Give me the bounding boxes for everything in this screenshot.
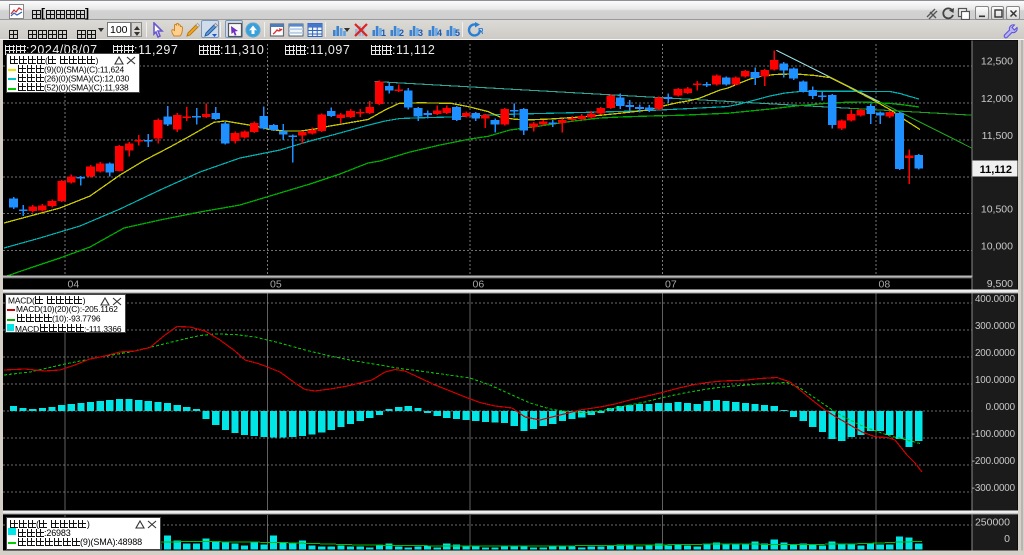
svg-text:9,500: 9,500	[987, 278, 1013, 290]
svg-text:12,000: 12,000	[981, 93, 1013, 105]
svg-text:200.0000: 200.0000	[975, 348, 1016, 359]
svg-text:05: 05	[270, 279, 282, 291]
svg-text:0.0000: 0.0000	[986, 402, 1016, 413]
svg-text:5: 5	[455, 28, 460, 38]
svg-text:0: 0	[1004, 533, 1010, 545]
svg-text:-200.0000: -200.0000	[972, 456, 1016, 467]
svg-text:400.0000: 400.0000	[975, 294, 1016, 305]
svg-text:12,500: 12,500	[981, 56, 1013, 68]
svg-text:10,500: 10,500	[981, 204, 1013, 216]
svg-text:R: R	[478, 27, 483, 36]
svg-text:2: 2	[399, 28, 404, 38]
svg-text:300.0000: 300.0000	[975, 321, 1016, 332]
svg-text:11,500: 11,500	[982, 130, 1013, 142]
svg-text:-300.0000: -300.0000	[972, 483, 1016, 494]
svg-text:250000: 250000	[975, 517, 1010, 529]
svg-text:3: 3	[418, 28, 423, 38]
svg-text:08: 08	[879, 279, 891, 291]
svg-text:-100.0000: -100.0000	[972, 429, 1016, 440]
svg-text:100.0000: 100.0000	[975, 375, 1016, 386]
svg-text:4: 4	[436, 28, 441, 38]
svg-text:1: 1	[380, 28, 385, 38]
svg-text:04: 04	[68, 279, 80, 291]
svg-text:07: 07	[665, 279, 677, 291]
svg-text:06: 06	[473, 279, 485, 291]
svg-text:11,112: 11,112	[980, 164, 1012, 176]
svg-text:10,000: 10,000	[981, 241, 1013, 253]
